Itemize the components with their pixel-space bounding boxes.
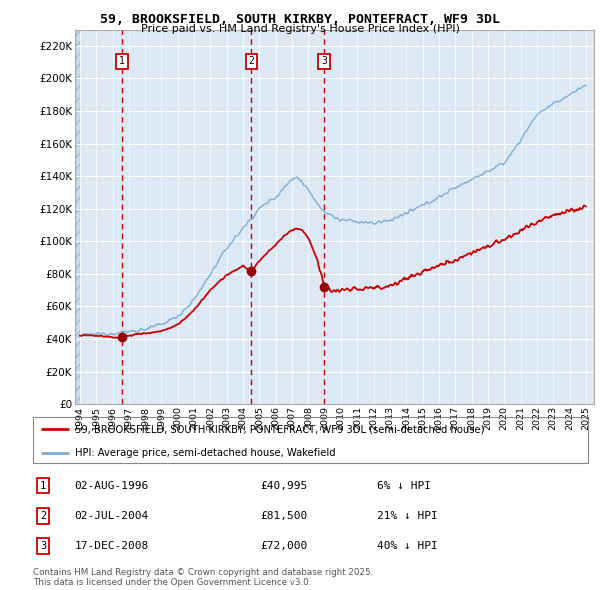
Text: £40,995: £40,995: [260, 480, 308, 490]
Text: Contains HM Land Registry data © Crown copyright and database right 2025.
This d: Contains HM Land Registry data © Crown c…: [33, 568, 373, 587]
Text: 59, BROOKSFIELD, SOUTH KIRKBY, PONTEFRACT, WF9 3DL: 59, BROOKSFIELD, SOUTH KIRKBY, PONTEFRAC…: [100, 13, 500, 26]
Text: 17-DEC-2008: 17-DEC-2008: [74, 541, 149, 551]
Text: Price paid vs. HM Land Registry's House Price Index (HPI): Price paid vs. HM Land Registry's House …: [140, 24, 460, 34]
Text: £72,000: £72,000: [260, 541, 308, 551]
Text: 1: 1: [40, 480, 46, 490]
Text: 2: 2: [248, 57, 254, 66]
Text: 6% ↓ HPI: 6% ↓ HPI: [377, 480, 431, 490]
Text: £81,500: £81,500: [260, 511, 308, 521]
Text: 1: 1: [119, 57, 125, 66]
Text: 40% ↓ HPI: 40% ↓ HPI: [377, 541, 438, 551]
Text: 02-JUL-2004: 02-JUL-2004: [74, 511, 149, 521]
Text: 3: 3: [321, 57, 327, 66]
Text: 3: 3: [40, 541, 46, 551]
Text: 21% ↓ HPI: 21% ↓ HPI: [377, 511, 438, 521]
Text: 2: 2: [40, 511, 46, 521]
Text: 02-AUG-1996: 02-AUG-1996: [74, 480, 149, 490]
Text: HPI: Average price, semi-detached house, Wakefield: HPI: Average price, semi-detached house,…: [74, 448, 335, 458]
Text: 59, BROOKSFIELD, SOUTH KIRKBY, PONTEFRACT, WF9 3DL (semi-detached house): 59, BROOKSFIELD, SOUTH KIRKBY, PONTEFRAC…: [74, 425, 484, 435]
